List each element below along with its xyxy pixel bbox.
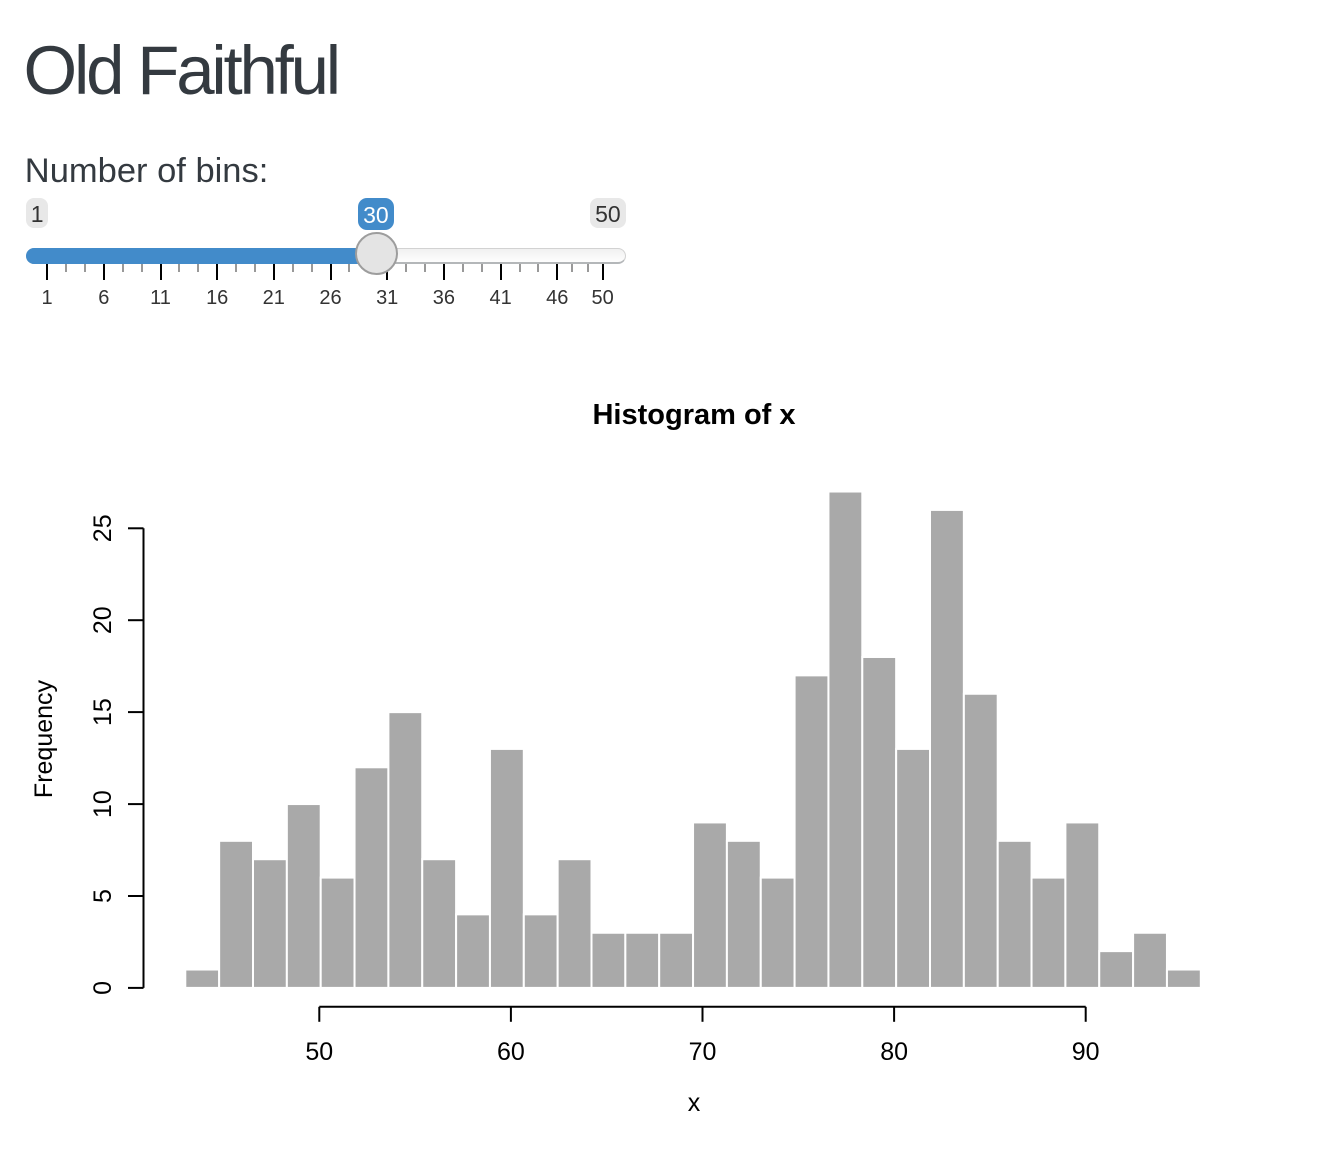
svg-text:70: 70 — [689, 1038, 717, 1066]
svg-text:80: 80 — [880, 1038, 908, 1066]
svg-text:15: 15 — [89, 698, 117, 726]
svg-text:90: 90 — [1072, 1038, 1100, 1066]
svg-text:Histogram of x: Histogram of x — [592, 399, 795, 431]
svg-text:50: 50 — [305, 1038, 333, 1066]
svg-text:Frequency: Frequency — [30, 679, 58, 798]
svg-text:5: 5 — [89, 889, 117, 903]
svg-text:10: 10 — [89, 790, 117, 818]
svg-text:20: 20 — [89, 606, 117, 634]
svg-text:0: 0 — [89, 981, 117, 995]
svg-text:x: x — [688, 1089, 701, 1117]
svg-text:60: 60 — [497, 1038, 525, 1066]
svg-text:25: 25 — [89, 514, 117, 542]
